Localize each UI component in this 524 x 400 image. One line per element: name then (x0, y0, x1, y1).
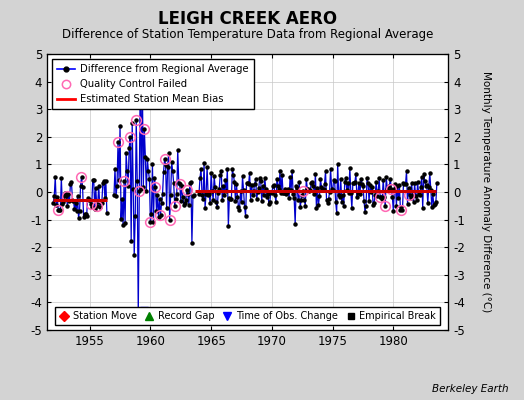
Text: Berkeley Earth: Berkeley Earth (432, 384, 508, 394)
Text: LEIGH CREEK AERO: LEIGH CREEK AERO (158, 10, 337, 28)
Y-axis label: Monthly Temperature Anomaly Difference (°C): Monthly Temperature Anomaly Difference (… (482, 71, 492, 313)
Legend: Station Move, Record Gap, Time of Obs. Change, Empirical Break: Station Move, Record Gap, Time of Obs. C… (55, 307, 440, 325)
Text: Difference of Station Temperature Data from Regional Average: Difference of Station Temperature Data f… (62, 28, 433, 41)
